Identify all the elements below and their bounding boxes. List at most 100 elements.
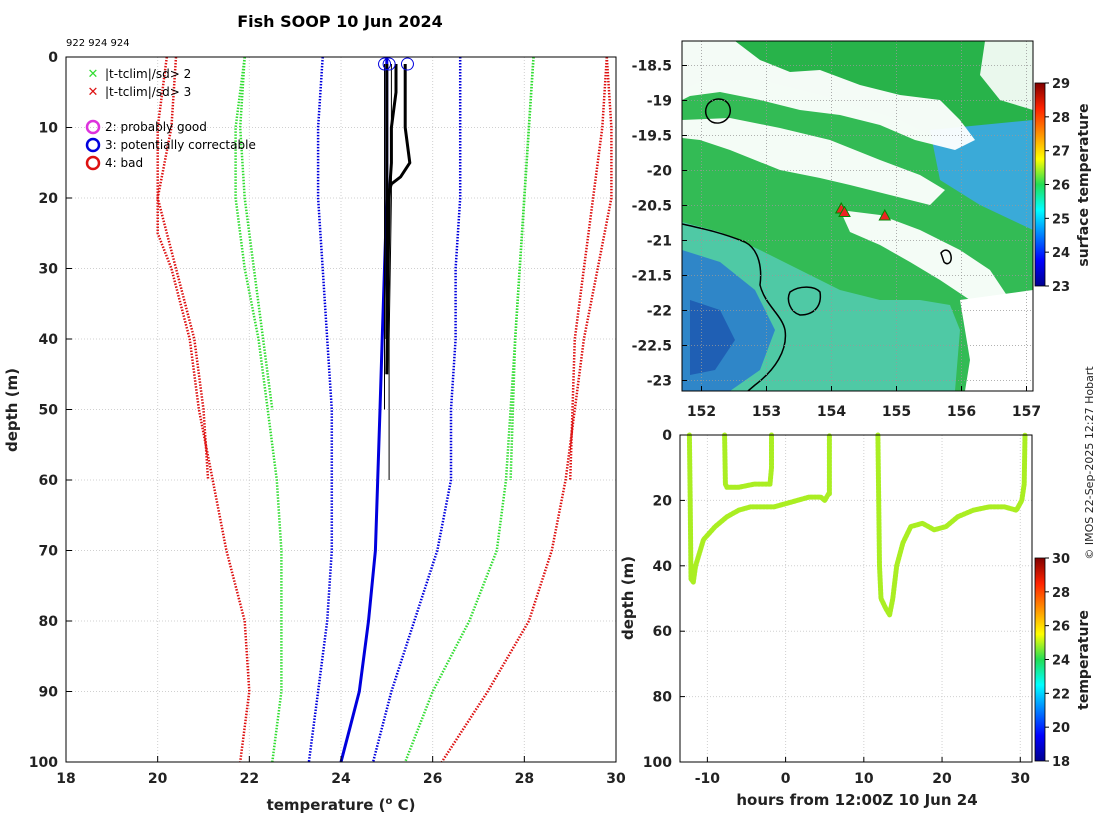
legend-item-green-x: ✕ |t-tclim|/sd> 2 xyxy=(88,67,192,82)
map-chart: 152 153 154 155 156 157 -18.5 -19 -19.5 -20 -20.5… xyxy=(632,40,1092,420)
y-tick-label: 80 xyxy=(653,690,673,706)
profile-yticks: 0 10 20 30 40 50 60 70 80 90 100 xyxy=(29,50,72,771)
y-tick-label: 90 xyxy=(39,685,59,701)
id-list: 922 924 924 xyxy=(66,38,130,49)
profile-grid xyxy=(65,56,617,763)
x-tick-label: 18 xyxy=(56,771,75,787)
x-tick-label: 30 xyxy=(1011,771,1031,787)
map-contour-reef-e xyxy=(940,249,952,265)
profile-xticks: 18 20 22 24 26 28 30 xyxy=(56,756,626,787)
map-markers xyxy=(834,201,892,221)
y-tick-label: 60 xyxy=(653,624,673,640)
profile-chart: 18 20 22 24 26 28 30 0 10 20 30 40 50 60 70 80 90 100 te… xyxy=(3,50,626,814)
y-tick-label: 40 xyxy=(39,332,59,348)
map-cloud-east xyxy=(960,290,1033,391)
legend-label: 3: potentially correctable xyxy=(105,138,256,152)
legend-marker-green-x: ✕ xyxy=(88,67,99,82)
map-colorbar-ticks: 23 24 25 26 27 28 29 xyxy=(1045,77,1070,295)
map-colorbar-label: surface temperature xyxy=(1076,103,1092,266)
y-tick-label: -21 xyxy=(647,234,672,250)
series-green-left-b xyxy=(238,56,274,410)
colorbar-tick-label: 30 xyxy=(1052,552,1070,567)
colorbar-tick-label: 28 xyxy=(1052,111,1070,126)
x-tick-label: 157 xyxy=(1012,404,1041,420)
xbt-drop-marker xyxy=(878,208,892,221)
x-tick-label: 28 xyxy=(515,771,534,787)
legend-label: |t-tclim|/sd> 3 xyxy=(105,85,191,99)
map-contour-reef-nw xyxy=(704,98,731,124)
qc-flag-circle xyxy=(400,57,414,71)
series-green-right-b xyxy=(509,56,535,481)
series-green-right xyxy=(404,56,535,763)
y-tick-label: -18.5 xyxy=(632,59,672,75)
profile-legend: ✕ |t-tclim|/sd> 2 ✕ |t-tclim|/sd> 3 2: p… xyxy=(85,67,256,171)
colorbar-tick-label: 24 xyxy=(1052,246,1070,261)
y-tick-label: 100 xyxy=(29,755,58,771)
depth-trace-0 xyxy=(686,432,832,585)
x-tick-label: 20 xyxy=(932,771,952,787)
x-tick-label: 24 xyxy=(331,771,351,787)
colorbar-tick-label: 25 xyxy=(1052,212,1070,227)
colorbar-tick-label: 28 xyxy=(1052,586,1070,601)
depth-trace-2 xyxy=(722,432,774,490)
series-green-left xyxy=(234,56,283,763)
legend-item-red-x: ✕ |t-tclim|/sd> 3 xyxy=(88,85,192,100)
series-red-left-b xyxy=(156,56,210,481)
credit-text: © IMOS 22-Sep-2025 12:27 Hobart xyxy=(1083,366,1096,560)
series-blue-right xyxy=(371,57,462,763)
colorbar-tick-label: 22 xyxy=(1052,687,1070,702)
timeseries-colorbar-label: temperature xyxy=(1076,610,1092,710)
y-tick-label: -20.5 xyxy=(632,199,672,215)
colorbar-tick-label: 23 xyxy=(1052,280,1070,295)
y-tick-label: -21.5 xyxy=(632,269,672,285)
map-contour-island xyxy=(787,286,822,316)
y-tick-label: -23 xyxy=(647,374,672,390)
series-red-right xyxy=(440,56,613,763)
timeseries-colorbar xyxy=(1034,557,1046,762)
x-tick-label: 153 xyxy=(752,404,781,420)
y-tick-label: 40 xyxy=(653,559,673,575)
x-tick-label: 156 xyxy=(947,404,976,420)
series-profile-thin-1 xyxy=(388,64,392,480)
legend-item-red-circle: 4: bad xyxy=(85,155,143,171)
map-cloud-ne xyxy=(980,41,1033,110)
x-tick-label: 154 xyxy=(817,404,846,420)
legend-item-blue-circle: 3: potentially correctable xyxy=(85,137,256,153)
y-tick-label: 0 xyxy=(48,50,58,66)
map-cloud-band-1 xyxy=(682,41,975,150)
y-tick-label: -19.5 xyxy=(632,129,672,145)
timeseries-frame xyxy=(679,434,1033,763)
x-tick-label: 30 xyxy=(606,771,626,787)
x-tick-label: 0 xyxy=(781,771,791,787)
y-tick-label: 0 xyxy=(662,428,672,444)
figure-title: Fish SOOP 10 Jun 2024 xyxy=(237,12,443,31)
y-tick-label: 20 xyxy=(653,493,673,509)
x-tick-label: 22 xyxy=(240,771,259,787)
y-tick-label: 70 xyxy=(39,544,59,560)
profile-ylabel: depth (m) xyxy=(3,368,21,452)
series-profile-black-1 xyxy=(385,64,412,199)
legend-marker-red-circle xyxy=(85,155,101,171)
y-tick-label: 20 xyxy=(39,191,59,207)
map-field xyxy=(682,41,1033,391)
x-tick-label: 10 xyxy=(854,771,874,787)
timeseries-colorbar-ticks: 18 20 22 24 26 28 30 xyxy=(1045,552,1070,770)
map-yticks: -18.5 -19 -19.5 -20 -20.5 -21 -21.5 -22 -22.5 -23 xyxy=(632,59,687,390)
y-tick-label: 80 xyxy=(39,614,59,630)
map-cloud-band-2 xyxy=(682,118,945,205)
legend-label: 4: bad xyxy=(105,156,143,170)
map-frame xyxy=(681,40,1034,392)
x-tick-label: 20 xyxy=(148,771,168,787)
timeseries-xlabel: hours from 12:00Z 10 Jun 24 xyxy=(736,791,977,809)
y-tick-label: 10 xyxy=(39,121,59,137)
timeseries-yticks: 0 20 40 60 80 100 xyxy=(643,428,685,771)
colorbar-tick-label: 24 xyxy=(1052,654,1070,669)
y-tick-label: 30 xyxy=(39,262,59,278)
series-red-right-b xyxy=(568,56,609,481)
map-xticks: 152 153 154 155 156 157 xyxy=(687,386,1041,420)
map-cloud-band-3 xyxy=(840,210,1010,320)
colorbar-tick-label: 26 xyxy=(1052,179,1070,194)
x-tick-label: 155 xyxy=(882,404,911,420)
x-tick-label: 152 xyxy=(687,404,716,420)
